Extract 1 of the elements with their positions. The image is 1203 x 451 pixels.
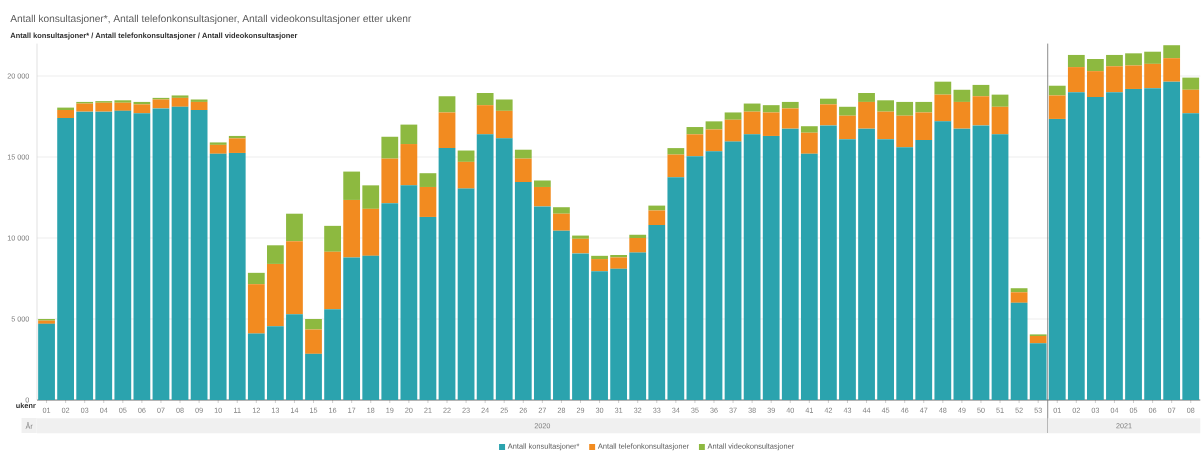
chart-title: Antall konsultasjoner*, Antall telefonkonsultasjoner, Antall videokonsultasjoner etter ukenr — [10, 14, 412, 25]
